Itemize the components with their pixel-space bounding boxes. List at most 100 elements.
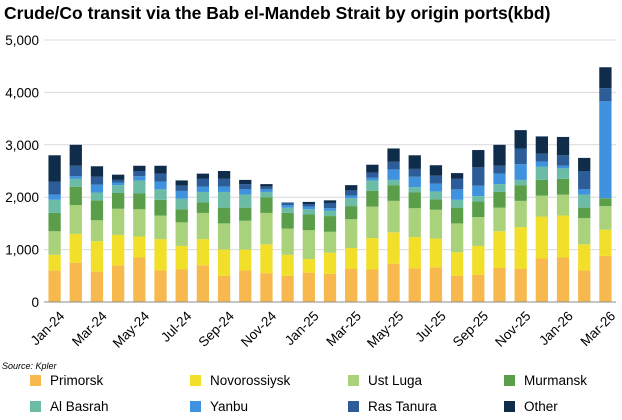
bar-segment-other: Nov-24 Other: 50 — [260, 184, 273, 187]
bar-segment-ust-luga: Jan-24 Ust Luga: 450 — [48, 231, 61, 255]
bar-segment-ras-tanura: Oct-24 Ras Tanura: 100 — [239, 184, 252, 190]
bar-segment-yanbu: May-24 Yanbu: 80 — [133, 176, 146, 181]
bar-segment-ust-luga: Dec-25 Ust Luga: 400 — [535, 195, 548, 217]
legend-label: Other — [524, 399, 558, 414]
bar-segment-ras-tanura: May-24 Ras Tanura: 100 — [133, 171, 146, 177]
bar-segment-other: Feb-25 Other: 50 — [323, 200, 337, 203]
bar-segment-al-basrah: Apr-24 Al Basrah: 150 — [112, 185, 125, 194]
legend-item-other: Other — [504, 399, 558, 414]
bar-segment-yanbu: May-25 Yanbu: 200 — [387, 169, 400, 180]
bar-segment-murmansk: Nov-24 Murmansk: 300 — [260, 197, 273, 213]
x-tick-label: Nov-24 — [238, 308, 280, 350]
bar-segment-other: Mar-25 Other: 100 — [345, 185, 358, 191]
bar-segment-primorsk: Jul-24 Primorsk: 620 — [175, 269, 188, 302]
bar-segment-ras-tanura: Jan-24 Ras Tanura: 250 — [48, 181, 61, 195]
bar-segment-murmansk: Mar-24 Murmansk: 380 — [90, 200, 104, 221]
bar-segment-al-basrah: Nov-24 Al Basrah: 100 — [260, 191, 273, 198]
bar-segment-ust-luga: Feb-24 Ust Luga: 550 — [69, 205, 82, 234]
bar-segment-primorsk: Oct-25 Primorsk: 650 — [493, 267, 506, 302]
bar-segment-ust-luga: Feb-25 Ust Luga: 400 — [323, 231, 337, 253]
bar-segment-murmansk: Oct-24 Murmansk: 250 — [239, 207, 252, 221]
bar-segment-yanbu: Jan-26 Yanbu: 50 — [556, 165, 570, 169]
bar-segment-al-basrah: Apr-25 Al Basrah: 200 — [366, 180, 379, 191]
bar-segment-murmansk: Mar-26 Murmansk: 150 — [599, 198, 612, 207]
bar-segment-murmansk: Aug-24 Murmansk: 200 — [196, 202, 210, 213]
bar-segment-murmansk: Sep-25 Murmansk: 300 — [472, 201, 485, 218]
bar-segment-ras-tanura: Mar-25 Ras Tanura: 100 — [345, 190, 358, 196]
bar-segment-ras-tanura: Aug-25 Ras Tanura: 200 — [450, 178, 464, 190]
bar-segment-novorossiysk: Jul-24 Novorossiysk: 450 — [175, 245, 188, 270]
bar-segment-murmansk: Dec-25 Murmansk: 300 — [535, 179, 548, 196]
bar-segment-novorossiysk: Feb-24 Novorossiysk: 550 — [69, 233, 82, 263]
bar-segment-ras-tanura: Jan-25 Ras Tanura: 50 — [302, 204, 315, 207]
legend-swatch-ras-tanura — [348, 401, 359, 412]
bar-segment-al-basrah: Feb-26 Al Basrah: 250 — [578, 194, 591, 208]
bar-segment-novorossiysk: Apr-25 Novorossiysk: 600 — [366, 238, 379, 270]
x-tick-label: Jul-24 — [158, 308, 195, 345]
stacked-bar-chart: 0 1,000 2,000 3,000 4,000 5,000 Jan-24 Primors… — [5, 33, 618, 351]
bar-segment-primorsk: Feb-26 Primorsk: 600 — [578, 270, 591, 302]
bar-segment-murmansk: Dec-24 Murmansk: 300 — [281, 212, 294, 229]
bar-segment-ras-tanura: Mar-24 Ras Tanura: 150 — [90, 176, 104, 185]
x-tick-label: Jan-25 — [282, 308, 322, 348]
x-tick-label: Mar-24 — [69, 308, 110, 349]
bar-segment-ras-tanura: Jan-26 Ras Tanura: 200 — [556, 155, 570, 166]
x-tick-label: Jan-24 — [28, 308, 68, 348]
bar-segment-primorsk: Jan-26 Primorsk: 850 — [556, 257, 570, 302]
bar-segment-primorsk: Nov-25 Primorsk: 630 — [514, 268, 527, 302]
bar-segment-ras-tanura: Aug-24 Ras Tanura: 150 — [196, 178, 210, 187]
x-tick-label: Mar-26 — [577, 308, 618, 349]
bar-segment-novorossiysk: Jun-24 Novorossiysk: 600 — [154, 239, 167, 271]
bar-segment-ust-luga: Nov-24 Ust Luga: 600 — [260, 212, 273, 245]
bar-segment-al-basrah: Oct-24 Al Basrah: 250 — [239, 194, 252, 208]
bar-segment-novorossiysk: Feb-26 Novorossiysk: 500 — [578, 244, 591, 271]
bar-segment-yanbu: Mar-25 Yanbu: 50 — [345, 195, 358, 199]
bar-segment-murmansk: Jun-25 Murmansk: 300 — [408, 192, 421, 209]
bar-segment-yanbu: Jan-24 Yanbu: 100 — [48, 194, 61, 200]
legend-item-murmansk: Murmansk — [504, 373, 587, 388]
bar-segment-primorsk: May-24 Primorsk: 850 — [133, 257, 146, 302]
bar-segment-novorossiysk: Oct-24 Novorossiysk: 400 — [239, 249, 252, 271]
bar-segment-ust-luga: Apr-25 Ust Luga: 600 — [366, 206, 379, 239]
bar-segment-ras-tanura: Oct-25 Ras Tanura: 150 — [493, 165, 506, 174]
bar-segment-al-basrah: Aug-25 Al Basrah: 150 — [450, 199, 464, 208]
bar-segment-ras-tanura: May-25 Ras Tanura: 150 — [387, 161, 400, 170]
bar-segment-yanbu: Nov-24 Yanbu: 50 — [260, 189, 273, 192]
chart-title: Crude/Co transit via the Bab el-Mandeb S… — [4, 3, 551, 23]
bar-segment-novorossiysk: Jun-25 Novorossiysk: 600 — [408, 237, 421, 269]
bar-segment-murmansk: Feb-26 Murmansk: 200 — [578, 207, 591, 219]
bar-segment-murmansk: Apr-25 Murmansk: 300 — [366, 190, 379, 207]
bar-segment-other: Jan-25 Other: 40 — [302, 201, 315, 205]
bar-segment-yanbu: Mar-24 Yanbu: 150 — [90, 184, 104, 193]
bar-segment-primorsk: Apr-24 Primorsk: 700 — [112, 265, 125, 302]
legend-label: Murmansk — [524, 373, 588, 388]
bar-segment-ras-tanura: Dec-24 Ras Tanura: 50 — [281, 202, 294, 206]
y-tick-label: 2,000 — [5, 190, 39, 205]
bar-segment-yanbu: Feb-25 Yanbu: 50 — [323, 208, 337, 211]
bar-segment-primorsk: Jul-25 Primorsk: 660 — [429, 267, 443, 302]
legend-swatch-murmansk — [504, 375, 515, 386]
bar-segment-primorsk: Mar-25 Primorsk: 630 — [345, 268, 358, 302]
bar-segment-novorossiysk: Oct-25 Novorossiysk: 700 — [493, 231, 506, 268]
bar-segment-ust-luga: Oct-25 Ust Luga: 450 — [493, 207, 506, 232]
bar-segment-yanbu: Oct-25 Yanbu: 200 — [493, 173, 506, 185]
bar-segment-ust-luga: Apr-24 Ust Luga: 500 — [112, 208, 125, 235]
bar-segment-other: Jun-25 Other: 260 — [408, 155, 421, 169]
bar-segment-other: Mar-24 Other: 200 — [90, 166, 104, 177]
bar-segment-other: May-25 Other: 250 — [387, 148, 400, 162]
bar-segment-ras-tanura: Jun-24 Ras Tanura: 150 — [154, 173, 167, 182]
legend-item-yanbu: Yanbu — [190, 399, 248, 414]
bar-segment-ust-luga: Aug-24 Ust Luga: 500 — [196, 212, 210, 240]
bar-segment-novorossiysk: Aug-25 Novorossiysk: 450 — [450, 252, 464, 276]
bar-segment-other: Sep-24 Other: 150 — [217, 171, 231, 179]
y-tick-label: 0 — [31, 295, 39, 310]
bar-segment-ust-luga: Mar-26 Ust Luga: 450 — [599, 206, 612, 230]
bar-segment-novorossiysk: Jan-24 Novorossiysk: 300 — [48, 254, 61, 271]
legend-swatch-other — [504, 401, 515, 412]
bar-segment-other: Feb-26 Other: 250 — [578, 157, 591, 171]
bar-segment-ust-luga: Feb-26 Ust Luga: 500 — [578, 218, 591, 245]
bar-segment-other: Aug-25 Other: 110 — [450, 173, 464, 179]
bar-segment-ras-tanura: Apr-24 Ras Tanura: 50 — [112, 179, 125, 183]
bar-segment-other: Feb-24 Other: 400 — [69, 144, 82, 166]
bar-segment-ras-tanura: Feb-24 Ras Tanura: 200 — [69, 165, 82, 177]
